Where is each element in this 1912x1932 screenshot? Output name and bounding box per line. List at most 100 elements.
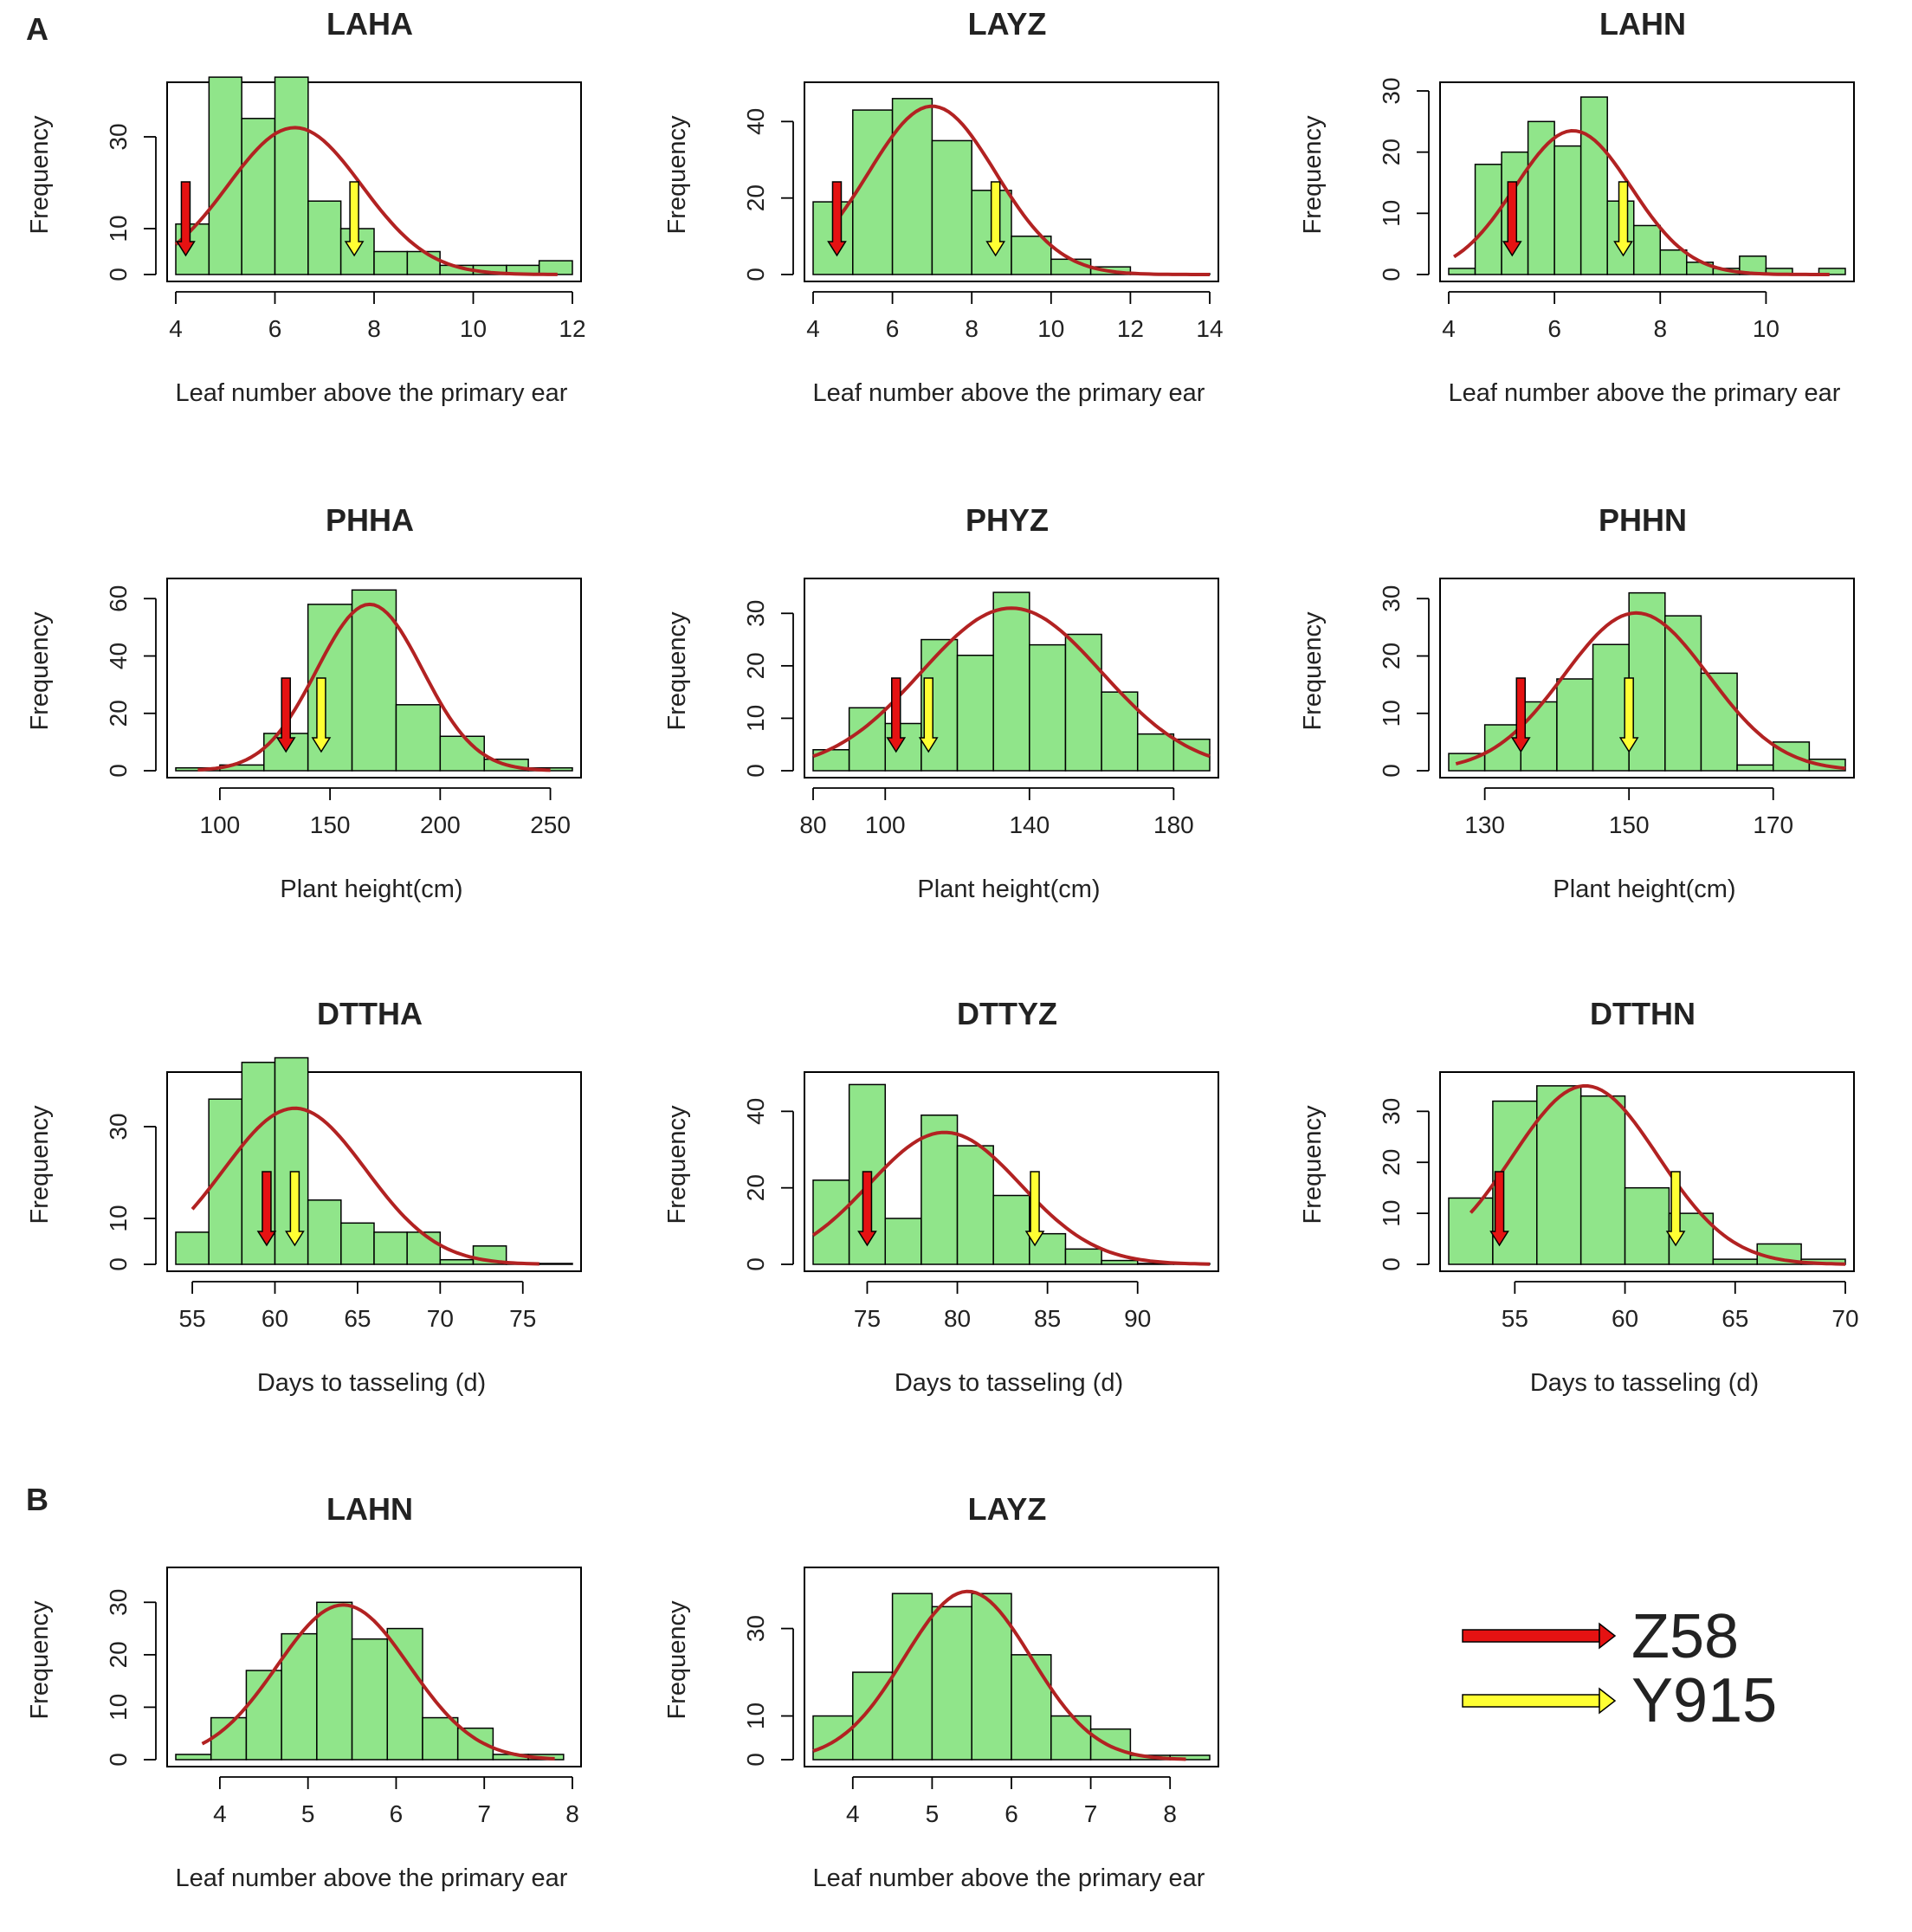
histogram-bar — [1632, 224, 1662, 275]
histogram-chart-dttyz: DTTYZ 75 80 85 90 Days to tasseling (d) 0 20 40 F… — [663, 996, 1219, 1397]
histogram-bar — [1624, 1186, 1670, 1265]
histogram-chart-layz: LAYZ 4 5 6 7 8 Leaf number above the primary e… — [663, 1491, 1219, 1892]
histogram-bar — [439, 1258, 475, 1265]
y-tick-label: 20 — [1378, 643, 1405, 669]
histogram-bar — [1136, 733, 1175, 772]
chart-title: LAYZ — [968, 1491, 1047, 1527]
y-tick-label: 10 — [105, 1694, 132, 1721]
y-axis-label: Frequency — [663, 115, 691, 235]
legend-z58-label: Z58 — [1631, 1602, 1739, 1671]
histogram-chart-phhn: PHHN 130 150 170 Plant height(cm) 0 10 20 30 Freq… — [1299, 502, 1855, 903]
x-tick-label: 55 — [179, 1305, 206, 1332]
histogram-bar — [307, 1199, 342, 1265]
x-tick-label: 60 — [262, 1305, 288, 1332]
marker-arrow-y915 — [985, 181, 1006, 257]
y-axis-label: Frequency — [1299, 1105, 1327, 1224]
y-tick-label: 20 — [742, 652, 769, 679]
histogram-bar — [351, 589, 397, 772]
x-tick-label: 6 — [390, 1800, 404, 1827]
plot-frame — [1439, 578, 1855, 779]
histogram-bar — [1064, 1248, 1102, 1265]
plot-frame — [166, 1071, 582, 1272]
x-tick-label: 12 — [1117, 315, 1144, 342]
y-axis-label: Frequency — [26, 1105, 54, 1224]
chart-title: DTTYZ — [957, 996, 1057, 1031]
histogram-chart-lahn: LAHN 4 6 8 10 Leaf number above the primary e… — [1299, 6, 1855, 407]
x-tick-label: 10 — [1037, 315, 1064, 342]
y-tick-label: 30 — [1378, 77, 1405, 104]
histogram-bar — [920, 1115, 959, 1265]
histogram-bar — [373, 1231, 408, 1265]
histogram-bar — [351, 1638, 389, 1761]
y-tick-label: 60 — [105, 585, 132, 612]
x-tick-label: 70 — [427, 1305, 454, 1332]
histogram-bar — [274, 76, 309, 275]
x-axis-label: Leaf number above the primary ear — [176, 379, 568, 407]
histogram-bar — [1050, 1715, 1092, 1761]
histogram-bar — [241, 118, 276, 275]
x-tick-label: 8 — [965, 315, 979, 342]
histogram-bar — [1448, 1197, 1494, 1265]
chart-title: DTTHN — [1590, 996, 1696, 1031]
plot-frame — [804, 1567, 1219, 1767]
y-tick-label: 0 — [1378, 268, 1405, 281]
x-tick-label: 10 — [460, 315, 487, 342]
histogram-bar — [1579, 1095, 1626, 1265]
chart-title: DTTHA — [317, 996, 423, 1031]
histogram-bar — [956, 654, 994, 772]
x-axis-label: Leaf number above the primary ear — [1449, 379, 1841, 407]
marker-arrow-y915 — [1024, 1171, 1045, 1247]
x-tick-label: 100 — [200, 811, 241, 838]
x-tick-label: 150 — [310, 811, 351, 838]
x-tick-label: 8 — [367, 315, 381, 342]
x-tick-label: 140 — [1009, 811, 1050, 838]
histogram-bar — [316, 1601, 353, 1761]
x-tick-label: 75 — [854, 1305, 881, 1332]
plot-frame — [1439, 81, 1855, 282]
x-tick-label: 4 — [1442, 315, 1456, 342]
y-tick-label: 20 — [105, 1641, 132, 1668]
histogram-grid: LAHA 4 6 8 10 12 Leaf number above the primary… — [26, 6, 1859, 1892]
histogram-bar — [1011, 1654, 1052, 1761]
normal-fit-curve — [1469, 1084, 1846, 1266]
histogram-chart-dtthn: DTTHN 55 60 65 70 Days to tasseling (d) 0 10 20 3… — [1299, 996, 1859, 1397]
plot-frame — [1439, 1071, 1855, 1272]
legend-y915-arrow-shaft — [1462, 1694, 1600, 1708]
histogram-chart-laha: LAHA 4 6 8 10 12 Leaf number above the primary… — [26, 6, 586, 407]
histogram-bar — [1520, 701, 1558, 772]
y-tick-label: 10 — [105, 1205, 132, 1231]
histogram-bar — [422, 1716, 459, 1761]
y-axis-label: Frequency — [26, 1600, 54, 1720]
marker-arrow-y915 — [918, 677, 939, 753]
legend-z58-arrow-shaft — [1462, 1629, 1600, 1643]
marker-arrow-z58 — [857, 1171, 877, 1247]
histogram-bar — [992, 1194, 1030, 1265]
x-tick-label: 5 — [301, 1800, 315, 1827]
y-tick-label: 30 — [105, 123, 132, 150]
marker-arrow-z58 — [1502, 181, 1522, 257]
histogram-bar — [395, 704, 442, 772]
histogram-bar — [538, 260, 573, 275]
x-axis-label: Leaf number above the primary ear — [813, 1864, 1205, 1892]
chart-title: PHYZ — [966, 502, 1049, 538]
normal-fit-curve — [197, 602, 551, 772]
plot-frame — [804, 1071, 1219, 1272]
x-tick-label: 80 — [799, 811, 826, 838]
chart-title: LAHA — [326, 6, 413, 42]
histogram-bar — [956, 1145, 994, 1265]
plot-frame — [166, 578, 582, 779]
x-tick-label: 65 — [344, 1305, 371, 1332]
x-axis-label: Days to tasseling (d) — [1530, 1369, 1759, 1397]
y-tick-label: 30 — [1378, 585, 1405, 612]
y-tick-label: 20 — [1378, 139, 1405, 165]
x-tick-label: 8 — [1653, 315, 1667, 342]
x-tick-label: 10 — [1753, 315, 1780, 342]
legend-y915-arrow-head — [1599, 1687, 1617, 1715]
histogram-chart-dttha: DTTHA 55 60 65 70 75 Days to tasseling (d) 0 10 3… — [26, 996, 582, 1397]
x-tick-label: 14 — [1196, 315, 1223, 342]
normal-fit-curve — [812, 606, 1211, 759]
y-tick-label: 10 — [1378, 700, 1405, 727]
x-tick-label: 80 — [944, 1305, 971, 1332]
x-tick-label: 60 — [1612, 1305, 1638, 1332]
legend-y915-label: Y915 — [1631, 1666, 1777, 1735]
